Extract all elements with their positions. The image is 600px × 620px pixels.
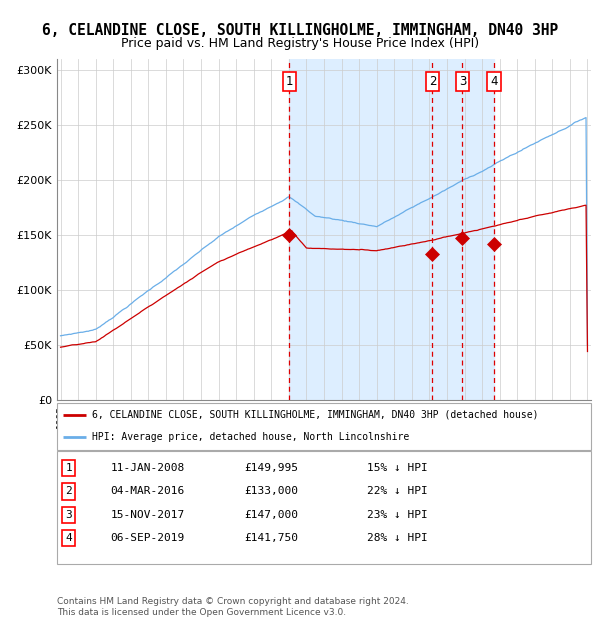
Text: 6, CELANDINE CLOSE, SOUTH KILLINGHOLME, IMMINGHAM, DN40 3HP (detached house): 6, CELANDINE CLOSE, SOUTH KILLINGHOLME, … (92, 410, 538, 420)
Bar (289, 59, 494, 400)
Text: 22% ↓ HPI: 22% ↓ HPI (367, 487, 427, 497)
Text: 23% ↓ HPI: 23% ↓ HPI (367, 510, 427, 520)
Text: 6, CELANDINE CLOSE, SOUTH KILLINGHOLME, IMMINGHAM, DN40 3HP: 6, CELANDINE CLOSE, SOUTH KILLINGHOLME, … (42, 23, 558, 38)
FancyBboxPatch shape (57, 451, 591, 564)
Text: £141,750: £141,750 (244, 533, 298, 543)
Text: 3: 3 (459, 74, 466, 87)
Text: 15% ↓ HPI: 15% ↓ HPI (367, 463, 427, 473)
Text: £133,000: £133,000 (244, 487, 298, 497)
Text: 2: 2 (428, 74, 436, 87)
Text: 1: 1 (286, 74, 293, 87)
Text: £149,995: £149,995 (244, 463, 298, 473)
Text: 11-JAN-2008: 11-JAN-2008 (110, 463, 185, 473)
Text: 15-NOV-2017: 15-NOV-2017 (110, 510, 185, 520)
Text: 3: 3 (65, 510, 72, 520)
Text: 28% ↓ HPI: 28% ↓ HPI (367, 533, 427, 543)
Text: 2: 2 (65, 487, 72, 497)
Text: £147,000: £147,000 (244, 510, 298, 520)
Text: Contains HM Land Registry data © Crown copyright and database right 2024.
This d: Contains HM Land Registry data © Crown c… (57, 598, 409, 617)
Text: 1: 1 (65, 463, 72, 473)
Text: Price paid vs. HM Land Registry's House Price Index (HPI): Price paid vs. HM Land Registry's House … (121, 37, 479, 50)
Text: 4: 4 (65, 533, 72, 543)
Text: HPI: Average price, detached house, North Lincolnshire: HPI: Average price, detached house, Nort… (92, 432, 409, 442)
FancyBboxPatch shape (57, 403, 591, 450)
Text: 04-MAR-2016: 04-MAR-2016 (110, 487, 185, 497)
Text: 06-SEP-2019: 06-SEP-2019 (110, 533, 185, 543)
Text: 4: 4 (490, 74, 497, 87)
